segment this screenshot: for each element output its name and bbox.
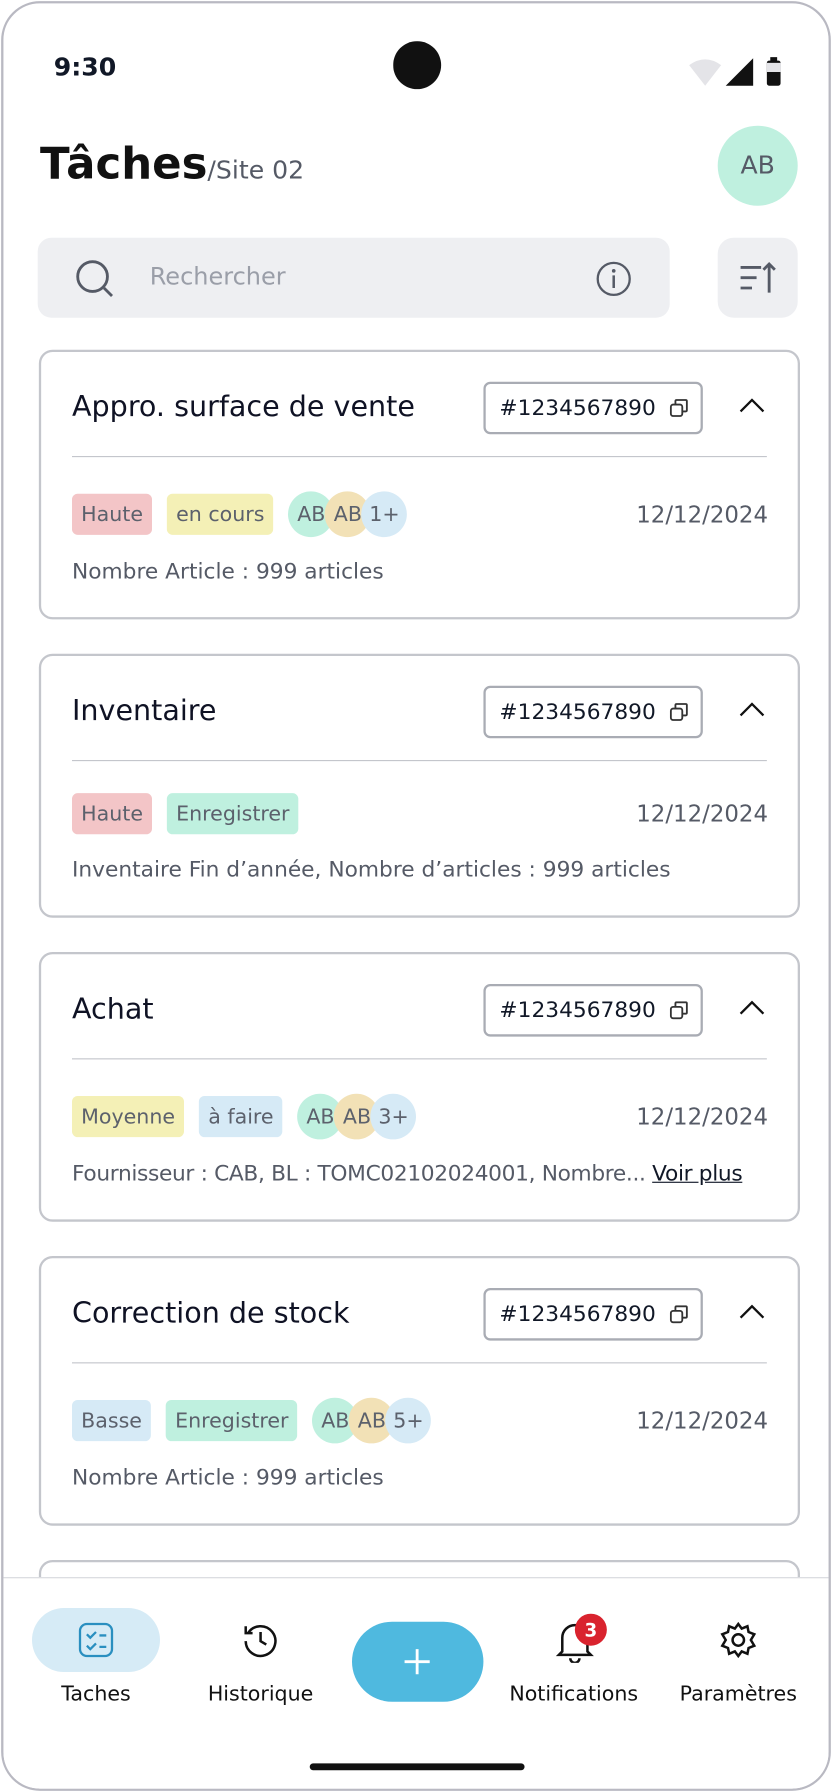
divider xyxy=(71,455,767,458)
priority-tag: Haute xyxy=(71,793,153,835)
active-pill xyxy=(31,1607,160,1672)
priority-tag: Basse xyxy=(71,1399,152,1442)
task-title: Achat xyxy=(71,991,154,1026)
user-avatar[interactable]: AB xyxy=(717,125,798,206)
priority-tag: Haute xyxy=(71,493,153,535)
status-tag: en cours xyxy=(166,493,274,535)
collapse-icon[interactable] xyxy=(736,1302,768,1323)
task-description: Fournisseur : CAB, BL : TOMC02102024001,… xyxy=(71,1161,743,1187)
task-card[interactable]: Correction de stock #1234567890 Basse En… xyxy=(38,1255,800,1526)
task-card[interactable]: Appro. surface de vente #1234567890 Haut… xyxy=(38,349,800,620)
info-icon[interactable] xyxy=(594,259,633,298)
copy-icon xyxy=(669,399,688,417)
assignee-more: 3+ xyxy=(370,1093,417,1140)
task-description: Nombre Article : 999 articles xyxy=(71,1465,384,1491)
tag-row: Moyenne à faire AB AB 3+ xyxy=(71,1093,417,1140)
divider xyxy=(71,759,767,762)
history-icon[interactable] xyxy=(242,1622,279,1659)
priority-tag: Moyenne xyxy=(71,1095,185,1138)
assignee-more: 5+ xyxy=(385,1397,432,1444)
copy-icon xyxy=(669,1001,688,1020)
status-icons xyxy=(689,57,781,86)
assignee-avatar: AB xyxy=(288,491,335,538)
tag-row: Basse Enregistrer AB AB 5+ xyxy=(71,1397,432,1444)
settings-icon[interactable] xyxy=(720,1621,757,1659)
copy-icon xyxy=(669,703,688,721)
see-more-link[interactable]: Voir plus xyxy=(652,1161,743,1187)
assignee-avatar: AB xyxy=(297,1093,344,1140)
task-card[interactable]: Inventaire #1234567890 Haute Enregistrer… xyxy=(38,653,800,918)
nav-label[interactable]: Notifications xyxy=(509,1682,639,1707)
sort-button[interactable] xyxy=(717,237,798,318)
id-text: #1234567890 xyxy=(499,699,656,725)
task-date: 12/12/2024 xyxy=(636,1102,768,1131)
status-tag: à faire xyxy=(199,1095,283,1138)
assignee-avatar: AB xyxy=(349,1397,395,1444)
nav-label[interactable]: Historique xyxy=(207,1682,314,1707)
task-title: Inventaire xyxy=(71,693,217,727)
bottom-nav: Taches Historique 3 Notifications Paramè… xyxy=(3,1577,829,1789)
home-indicator xyxy=(309,1763,525,1771)
title-text: Tâches xyxy=(39,138,208,189)
status-time: 9:30 xyxy=(53,53,117,83)
status-tag: Enregistrer xyxy=(166,793,299,835)
task-date: 12/12/2024 xyxy=(636,1406,768,1435)
plus-icon xyxy=(404,1649,430,1675)
task-description: Inventaire Fin d’année, Nombre d’article… xyxy=(71,857,671,883)
site-label: /Site 02 xyxy=(207,156,305,186)
sort-icon xyxy=(740,261,776,293)
nav-label[interactable]: Paramètres xyxy=(679,1682,797,1707)
assignee-more: 1+ xyxy=(361,491,408,538)
task-title: Appro. surface de vente xyxy=(71,389,415,423)
divider xyxy=(71,1058,767,1060)
task-id[interactable]: #1234567890 xyxy=(483,685,703,739)
tasks-icon[interactable] xyxy=(78,1622,115,1659)
task-date: 12/12/2024 xyxy=(636,799,768,828)
description-text: Fournisseur : CAB, BL : TOMC02102024001,… xyxy=(71,1161,646,1187)
status-tag: Enregistrer xyxy=(165,1399,298,1442)
collapse-icon[interactable] xyxy=(736,998,768,1019)
task-title: Correction de stock xyxy=(71,1295,350,1330)
camera xyxy=(393,41,442,90)
collapse-icon[interactable] xyxy=(736,395,768,416)
task-id[interactable]: #1234567890 xyxy=(483,381,703,435)
nav-label[interactable]: Taches xyxy=(61,1682,131,1707)
collapse-icon[interactable] xyxy=(736,699,768,720)
tag-row: Haute Enregistrer xyxy=(71,791,313,837)
page-title: Tâches/Site 02 xyxy=(40,138,304,188)
id-text: #1234567890 xyxy=(499,997,656,1023)
search-box[interactable]: Rechercher xyxy=(37,237,670,318)
divider xyxy=(71,1362,767,1364)
tag-row: Haute en cours AB AB 1+ xyxy=(71,491,408,538)
task-description: Nombre Article : 999 articles xyxy=(71,558,384,584)
id-text: #1234567890 xyxy=(499,1301,656,1327)
id-text: #1234567890 xyxy=(499,395,656,421)
task-id[interactable]: #1234567890 xyxy=(483,1287,703,1341)
task-card[interactable]: Achat #1234567890 Moyenne à faire AB AB … xyxy=(38,951,800,1222)
task-date: 12/12/2024 xyxy=(636,500,768,528)
search-placeholder: Rechercher xyxy=(149,262,286,291)
search-icon xyxy=(76,260,114,298)
add-button[interactable] xyxy=(351,1621,484,1702)
task-id[interactable]: #1234567890 xyxy=(483,983,703,1037)
notification-badge: 3 xyxy=(574,1613,607,1646)
copy-icon xyxy=(669,1305,688,1324)
